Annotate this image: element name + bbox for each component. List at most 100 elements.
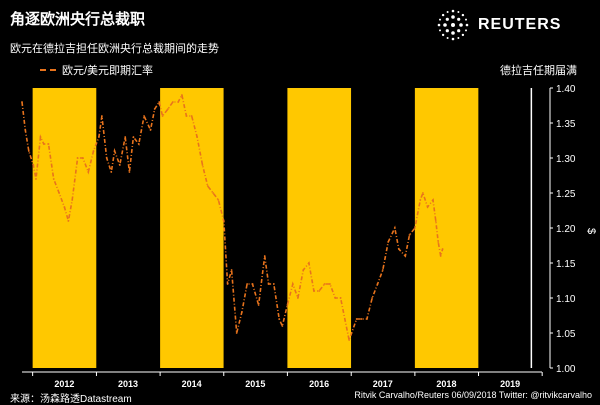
data-point: [105, 157, 108, 159]
x-tick-label: 2014: [182, 379, 202, 389]
data-point: [334, 297, 337, 299]
highlight-band-1: [32, 88, 97, 368]
data-point: [92, 150, 95, 152]
data-point: [58, 192, 61, 194]
term-end-label: 德拉吉任期届满: [500, 65, 577, 77]
data-point: [286, 304, 289, 306]
data-point: [143, 115, 145, 117]
data-point: [257, 304, 260, 306]
x-tick-label: 2016: [309, 379, 329, 389]
data-point: [441, 248, 444, 250]
x-tick-label: 2012: [54, 379, 74, 389]
data-point: [137, 143, 140, 145]
y-tick-label: 1.25: [556, 189, 576, 200]
data-point: [167, 108, 169, 110]
data-point: [128, 171, 131, 173]
data-point: [42, 143, 45, 145]
data-point: [132, 136, 135, 138]
data-point: [404, 255, 407, 257]
highlight-band-4: [414, 88, 479, 368]
data-point: [185, 115, 188, 117]
reuters-logo-icon: [437, 9, 469, 41]
data-point: [246, 283, 249, 285]
data-point: [421, 192, 424, 194]
data-point: [329, 283, 331, 285]
y-tick-label: 1.30: [556, 154, 576, 165]
data-point: [318, 290, 321, 292]
data-point: [267, 283, 270, 285]
data-point: [230, 269, 233, 271]
y-axis: 1.00 1.05 1.10 1.15 1.20 1.25 1.30 1.35 1.40: [549, 84, 576, 375]
data-point: [177, 101, 180, 103]
data-point: [437, 241, 440, 243]
data-point: [426, 206, 429, 208]
data-point: [439, 255, 442, 257]
data-point: [39, 136, 42, 138]
data-point: [222, 220, 225, 222]
data-point: [27, 150, 30, 152]
y-tick-label: 1.20: [556, 224, 576, 235]
data-point: [296, 297, 299, 299]
data-point: [76, 157, 79, 159]
data-point: [190, 115, 193, 117]
y-tick-label: 1.00: [556, 364, 576, 375]
data-point: [434, 220, 437, 222]
data-point: [158, 101, 161, 103]
data-point: [413, 227, 416, 229]
highlight-band-2: [160, 88, 224, 368]
data-point: [226, 283, 229, 285]
x-tick-label: 2017: [373, 379, 393, 389]
data-point: [432, 199, 434, 201]
data-point: [67, 220, 70, 222]
data-point: [171, 101, 174, 103]
data-point: [110, 171, 113, 173]
data-point: [408, 234, 411, 236]
data-point: [52, 178, 55, 180]
highlight-bands: [32, 88, 533, 368]
data-point: [153, 108, 156, 110]
data-point: [235, 332, 238, 334]
data-point: [381, 269, 384, 271]
data-point: [212, 192, 215, 194]
legend-swatch-line: [40, 69, 56, 71]
legend-label: 欧元/美元即期汇率: [62, 65, 154, 77]
data-point: [350, 332, 353, 334]
data-point: [87, 171, 90, 173]
y-axis-label: $: [585, 228, 597, 234]
data-point: [71, 199, 74, 201]
y-tick-label: 1.10: [556, 294, 576, 305]
x-axis: 2012 2013 2014 2015 2016 2017 2018 2019: [22, 371, 543, 389]
data-point: [371, 297, 374, 299]
data-point: [393, 227, 396, 229]
data-point: [201, 164, 204, 166]
data-point: [98, 136, 100, 138]
data-point: [251, 283, 254, 285]
data-point: [63, 206, 66, 208]
data-point: [206, 185, 209, 187]
data-point: [100, 115, 103, 117]
data-point: [35, 178, 37, 180]
highlight-band-3: [287, 88, 352, 368]
data-point: [149, 129, 152, 131]
data-point: [355, 318, 358, 320]
reuters-logo: REUTERS: [436, 8, 591, 42]
x-tick-label: 2018: [436, 379, 456, 389]
data-point: [47, 143, 50, 145]
data-point: [313, 290, 315, 292]
data-point: [291, 283, 294, 285]
y-tick-label: 1.05: [556, 329, 576, 340]
chart-subtitle: 欧元在德拉吉担任欧洲央行总裁期间的走势: [10, 43, 219, 55]
data-point: [323, 283, 326, 285]
data-point: [161, 115, 164, 117]
source-note: 来源：汤森路透Datastream: [10, 394, 132, 405]
data-point: [21, 101, 23, 103]
data-point: [124, 136, 127, 138]
data-point: [376, 283, 379, 285]
data-point: [181, 94, 183, 96]
data-point: [196, 136, 198, 138]
data-point: [281, 325, 284, 327]
data-point: [339, 297, 342, 299]
x-tick-label: 2015: [245, 379, 265, 389]
data-point: [387, 241, 390, 243]
